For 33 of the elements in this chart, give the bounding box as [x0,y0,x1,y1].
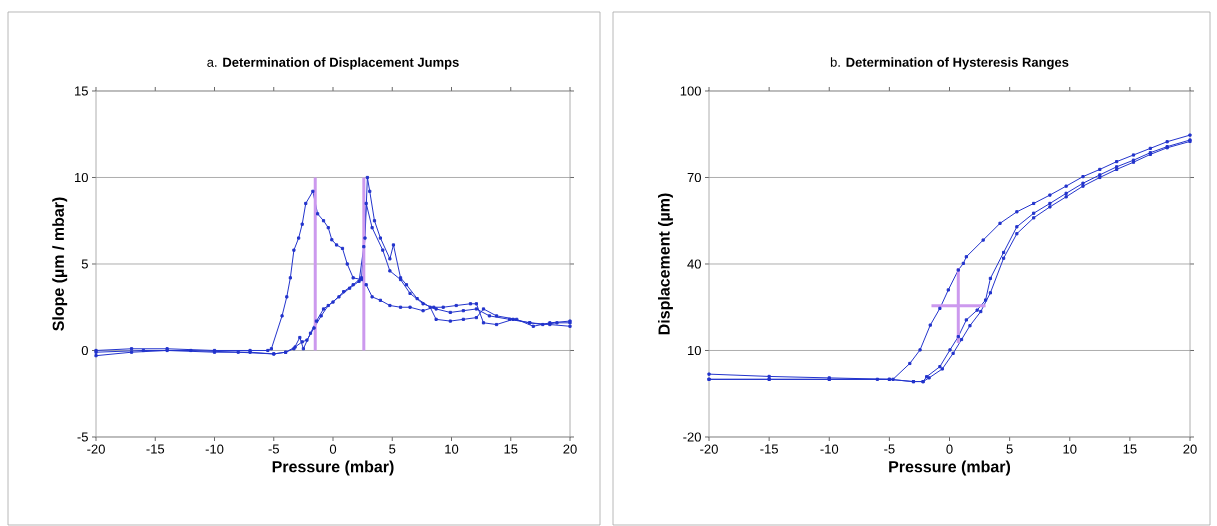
chart-title: b. Determination of Hysteresis Ranges [830,57,1069,70]
x-tick-label: -10 [820,444,839,454]
y-tick-label: 10 [688,345,701,356]
x-tick-label: -20 [700,444,718,454]
y-tick-label: 0 [81,345,88,356]
x-tick-label: 5 [1006,444,1013,454]
y-axis-title: Slope (µm / mbar) [52,197,68,331]
x-tick-label: 10 [445,444,459,454]
y-axis-title: Displacement (µm) [658,193,673,335]
x-tick-label: -5 [268,444,279,454]
x-tick-label: -15 [760,444,778,454]
x-tick-label: -5 [884,444,895,454]
y-tick-label: 10 [75,172,88,183]
x-tick-label: 0 [946,444,953,454]
x-tick-label: 5 [389,444,396,454]
x-tick-label: 15 [1123,444,1137,454]
x-tick-label: 15 [504,444,518,454]
x-tick-label: -10 [205,444,224,454]
chart-title: a. Determination of Displacement Jumps [207,57,459,70]
x-tick-label: 10 [1063,444,1077,454]
x-tick-label: 20 [1183,444,1197,454]
y-tick-label: 100 [680,86,701,96]
x-tick-label: 0 [329,444,337,454]
y-tick-label: -5 [77,432,88,442]
x-axis-title: Pressure (mbar) [272,460,394,476]
x-tick-label: -15 [146,444,165,454]
y-tick-label: -20 [683,432,701,442]
y-tick-label: 15 [75,86,88,96]
x-axis-title: Pressure (mbar) [889,460,1011,476]
x-tick-label: 20 [563,444,577,454]
y-tick-label: 5 [81,259,88,269]
y-tick-label: 70 [687,172,701,183]
y-tick-label: 40 [687,259,701,269]
